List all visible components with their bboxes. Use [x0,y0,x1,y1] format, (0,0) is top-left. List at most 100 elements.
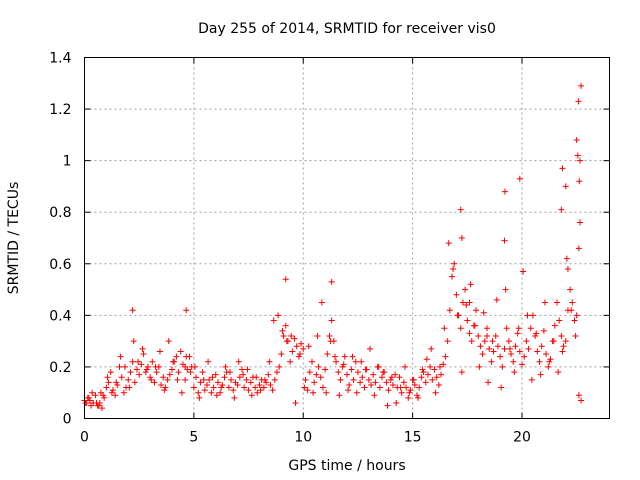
data-point [302,376,309,383]
chart-title: Day 255 of 2014, SRMTID for receiver vis… [198,21,496,37]
data-point [103,384,110,391]
data-point [527,325,534,332]
data-point [276,363,283,370]
data-point [475,332,482,339]
data-point [149,358,156,365]
data-point [471,322,478,329]
data-point [380,369,387,376]
data-point [243,376,250,383]
data-point [576,219,583,226]
data-point [574,152,581,159]
data-point [256,381,263,388]
data-point [358,358,365,365]
data-point [197,379,204,386]
data-point [190,384,197,391]
data-point [218,384,225,391]
data-point [345,387,352,394]
data-point [479,351,486,358]
data-point [173,353,180,360]
data-point [138,361,145,368]
data-point [306,369,313,376]
data-point [191,363,198,370]
data-point [410,376,417,383]
data-point [296,351,303,358]
data-point [257,387,264,394]
data-point [331,353,338,360]
data-point [362,366,369,373]
data-point [352,358,359,365]
data-point [423,356,430,363]
data-point [161,387,168,394]
data-point [541,299,548,306]
data-point [270,317,277,324]
data-point [282,276,289,283]
data-point [346,381,353,388]
data-point [571,317,578,324]
data-point [534,348,541,355]
data-point [333,358,340,365]
data-point [135,358,142,365]
data-point [336,392,343,399]
data-point [101,394,108,401]
data-point [125,376,132,383]
data-point [525,345,532,352]
data-point [323,389,330,396]
data-point [269,387,276,394]
data-point [109,387,116,394]
data-point [208,389,215,396]
data-point [152,363,159,370]
data-point [457,206,464,213]
data-point [254,389,261,396]
data-point [182,363,189,370]
data-point [462,286,469,293]
data-point [442,353,449,360]
data-point [278,351,285,358]
data-point [182,376,189,383]
data-point [140,351,147,358]
data-point [419,366,426,373]
data-point [174,376,181,383]
data-point [405,394,412,401]
tick-layer [84,57,610,419]
data-point [440,361,447,368]
data-point [488,358,495,365]
x-tick-label: 10 [294,430,312,446]
data-point [387,376,394,383]
data-point [165,338,172,345]
data-point [506,345,513,352]
data-point [550,338,557,345]
data-point [234,381,241,388]
data-point [388,374,395,381]
data-point [575,392,582,399]
data-point [164,376,171,383]
x-axis-label: GPS time / hours [288,458,405,474]
data-point [540,327,547,334]
data-point [162,384,169,391]
data-point [239,366,245,373]
data-point [558,332,565,339]
data-point [555,369,562,376]
data-point [143,366,150,373]
data-point [568,307,575,314]
data-point [422,379,429,386]
data-point [370,371,377,378]
data-point [392,371,399,378]
y-tick-label: 1 [63,154,72,170]
data-point [433,374,440,381]
data-point [547,356,554,363]
data-point [199,369,206,376]
data-point [393,400,400,407]
data-point [222,363,229,370]
data-point [501,188,508,195]
data-point [524,312,531,319]
data-point [271,376,278,383]
data-point [304,387,311,394]
data-point [240,371,247,378]
data-point [458,369,465,376]
data-point [217,389,224,396]
data-point [403,384,410,391]
data-point [315,363,322,370]
data-point [221,374,228,381]
data-point [252,384,259,391]
data-point [219,381,226,388]
